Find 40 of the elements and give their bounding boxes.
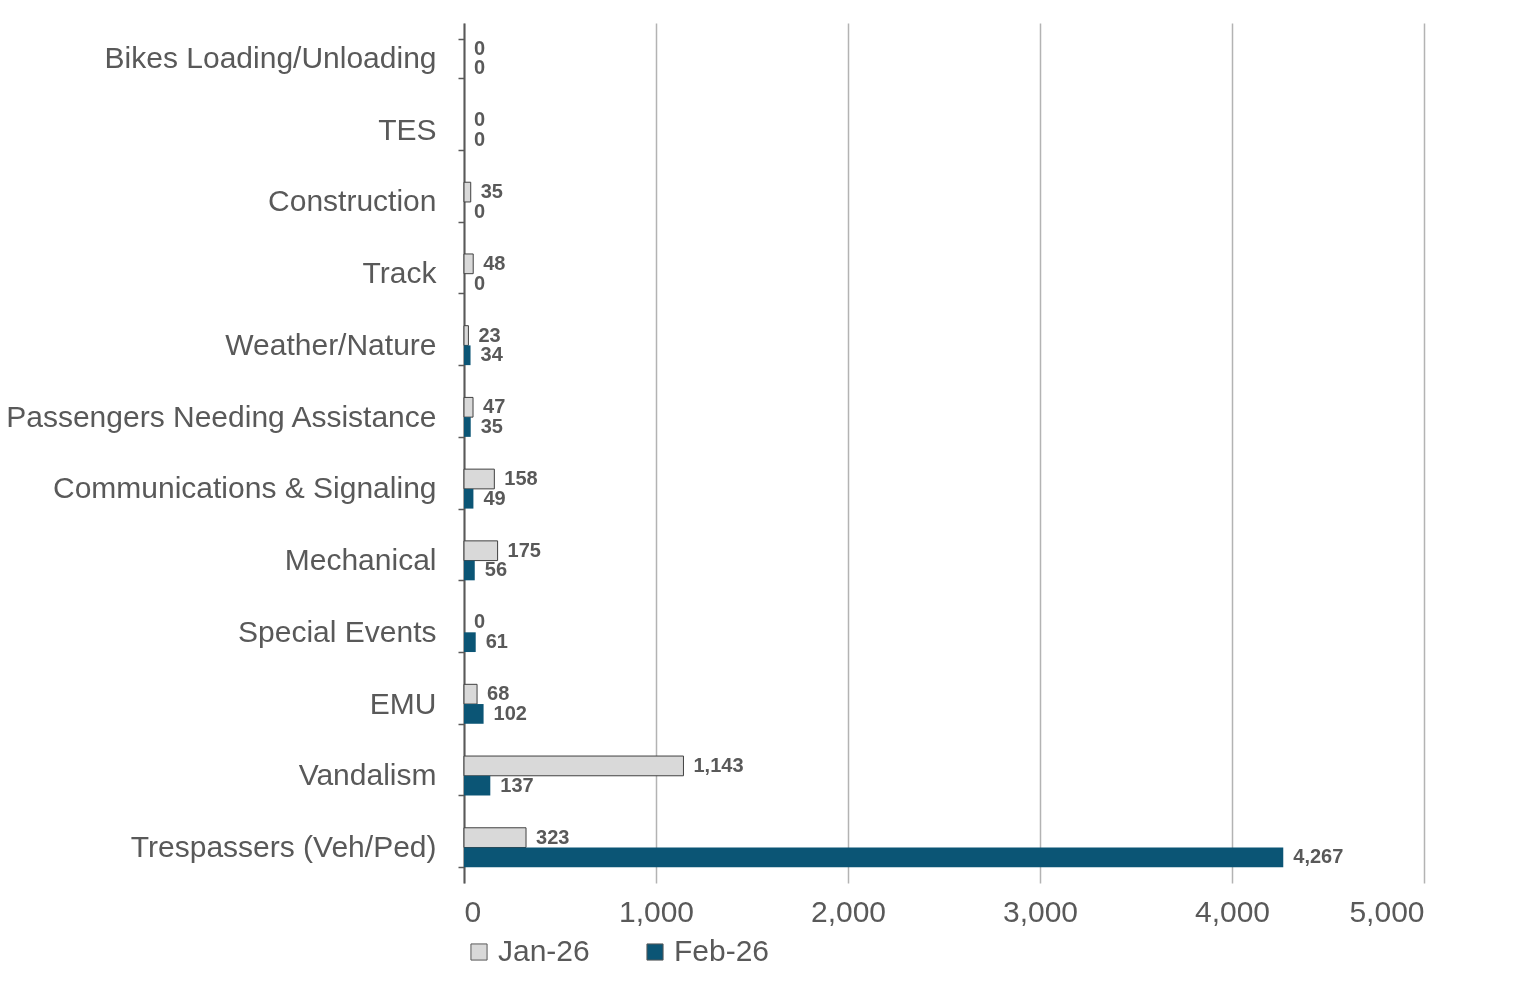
y-tick-label: Bikes Loading/Unloading (104, 41, 437, 74)
data-label: 4,267 (1293, 845, 1344, 868)
data-label: 0 (474, 610, 486, 633)
y-tick-label: EMU (369, 686, 437, 720)
data-label: 175 (507, 538, 541, 561)
y-tick-label: TES (378, 112, 437, 146)
y-tick-label: Construction (268, 184, 437, 218)
x-tick-label: 4,000 (1194, 894, 1271, 928)
legend-label: Feb-26 (674, 934, 770, 967)
x-tick-label: 1,000 (618, 894, 695, 928)
data-label: 34 (480, 343, 504, 366)
data-label: 0 (474, 108, 486, 131)
data-label: 56 (484, 558, 507, 581)
data-label: 158 (504, 467, 538, 489)
data-label: 1,143 (693, 753, 744, 776)
y-tick-label: Trespassers (Veh/Ped) (130, 830, 437, 863)
x-tick-label: 2,000 (810, 894, 887, 928)
data-label: 35 (480, 415, 503, 437)
y-tick-label: Vandalism (298, 758, 437, 792)
data-label: 49 (483, 486, 506, 509)
legend-label: Jan-26 (498, 934, 590, 967)
data-label: 47 (483, 395, 506, 418)
y-tick-label: Passengers Needing Assistance (6, 399, 437, 433)
data-label: 0 (474, 128, 486, 151)
data-label: 323 (536, 825, 570, 848)
y-tick-label: Weather/Nature (225, 327, 437, 361)
x-tick-label: 3,000 (1002, 894, 1079, 928)
data-label: 0 (474, 36, 486, 59)
data-label: 137 (500, 773, 534, 796)
y-tick-label: Communications & Signaling (52, 471, 437, 505)
y-tick-label: Special Events (238, 614, 437, 648)
x-tick-label: 0 (464, 894, 482, 928)
data-label: 0 (474, 56, 486, 79)
data-label: 23 (478, 323, 501, 346)
y-tick-label: Track (362, 256, 438, 290)
y-tick-label: Mechanical (284, 543, 437, 577)
data-label: 61 (485, 630, 508, 653)
data-label: 48 (483, 251, 506, 274)
data-label: 0 (474, 271, 486, 294)
x-tick-label: 5,000 (1349, 894, 1425, 928)
